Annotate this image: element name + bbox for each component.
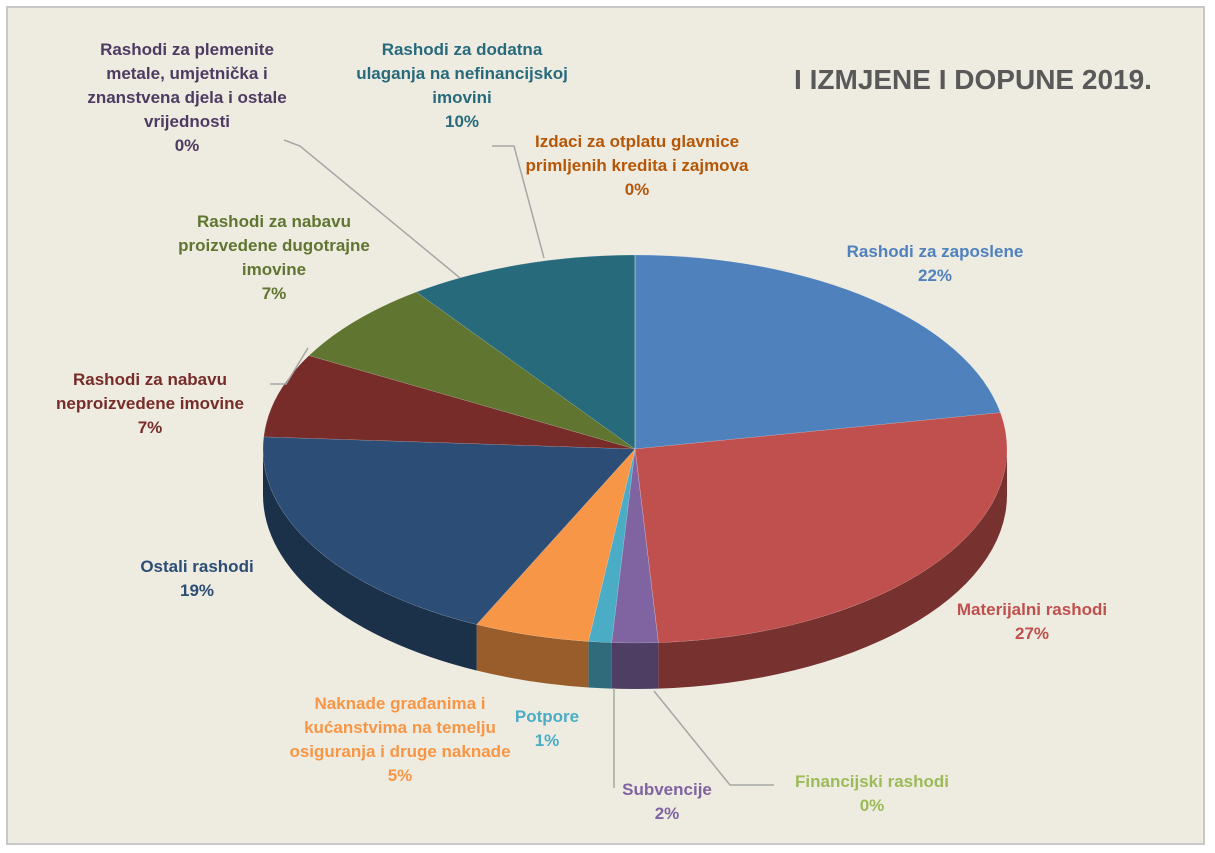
slice-label: Izdaci za otplatu glavnice primljenih kr… bbox=[517, 130, 757, 202]
slice-label: Materijalni rashodi 27% bbox=[922, 598, 1142, 646]
slice bbox=[634, 412, 1008, 643]
category-name: Potpore bbox=[514, 707, 580, 726]
slice-label: Financijski rashodi 0% bbox=[757, 770, 987, 818]
slice-label: Potpore 1% bbox=[492, 705, 602, 753]
slice-side bbox=[611, 642, 659, 689]
chart-title: I IZMJENE I DOPUNE 2019. bbox=[794, 64, 1152, 95]
slice-label: Subvencije 2% bbox=[607, 778, 727, 826]
category-name: Izdaci za otplatu glavnice primljenih kr… bbox=[525, 132, 749, 175]
slice bbox=[415, 254, 636, 450]
category-name: Rashodi za nabavu proizvedene dugotrajne… bbox=[178, 212, 370, 279]
leader-line bbox=[270, 347, 309, 385]
percent-label: 0% bbox=[174, 136, 200, 155]
slice bbox=[263, 355, 636, 450]
percent-label: 27% bbox=[1014, 624, 1050, 643]
category-name: Financijski rashodi bbox=[795, 772, 949, 791]
category-name: Naknade građanima i kućanstvima na temel… bbox=[289, 694, 511, 761]
slice bbox=[634, 254, 1001, 450]
percent-label: 0% bbox=[859, 796, 885, 815]
category-name: Ostali rashodi bbox=[140, 557, 254, 576]
leader-line bbox=[283, 139, 461, 279]
slice bbox=[262, 436, 636, 625]
slice-label: Rashodi za nabavu neproizvedene imovine 7… bbox=[45, 368, 255, 440]
percent-label: 7% bbox=[137, 418, 163, 437]
percent-label: 1% bbox=[534, 731, 560, 750]
leader-line bbox=[492, 145, 545, 259]
percent-label: 22% bbox=[917, 266, 953, 285]
category-name: Rashodi za zaposlene bbox=[846, 242, 1024, 261]
slice-label: Rashodi za zaposlene 22% bbox=[835, 240, 1035, 288]
slice bbox=[588, 448, 636, 643]
percent-label: 19% bbox=[179, 581, 215, 600]
category-name: Materijalni rashodi bbox=[956, 600, 1108, 619]
slice bbox=[476, 448, 636, 642]
slice bbox=[611, 448, 659, 644]
slice-side bbox=[588, 641, 612, 689]
percent-label: 0% bbox=[624, 180, 650, 199]
category-name: Rashodi za dodatna ulaganja na nefinanci… bbox=[356, 40, 568, 107]
pie-chart bbox=[262, 139, 1008, 788]
slice bbox=[308, 291, 636, 450]
slice-side bbox=[658, 449, 1007, 689]
category-name: Subvencije bbox=[622, 780, 712, 799]
category-name: Rashodi za plemenite metale, umjetnička … bbox=[87, 40, 287, 131]
slice-side bbox=[263, 449, 477, 671]
percent-label: 2% bbox=[654, 804, 680, 823]
percent-label: 10% bbox=[444, 112, 480, 131]
chart-frame: I IZMJENE I DOPUNE 2019. Rashodi za zapo… bbox=[6, 6, 1205, 845]
slice-label: Naknade građanima i kućanstvima na temel… bbox=[280, 692, 520, 788]
percent-label: 7% bbox=[261, 284, 287, 303]
leader-line bbox=[653, 690, 774, 786]
percent-label: 5% bbox=[387, 766, 413, 785]
slice-label: Rashodi za dodatna ulaganja na nefinanci… bbox=[347, 38, 577, 134]
slice-label: Rashodi za plemenite metale, umjetnička … bbox=[72, 38, 302, 158]
slice-side bbox=[476, 624, 589, 688]
category-name: Rashodi za nabavu neproizvedene imovine bbox=[56, 370, 244, 413]
slice-label: Ostali rashodi 19% bbox=[107, 555, 287, 603]
slice-label: Rashodi za nabavu proizvedene dugotrajne… bbox=[159, 210, 389, 306]
